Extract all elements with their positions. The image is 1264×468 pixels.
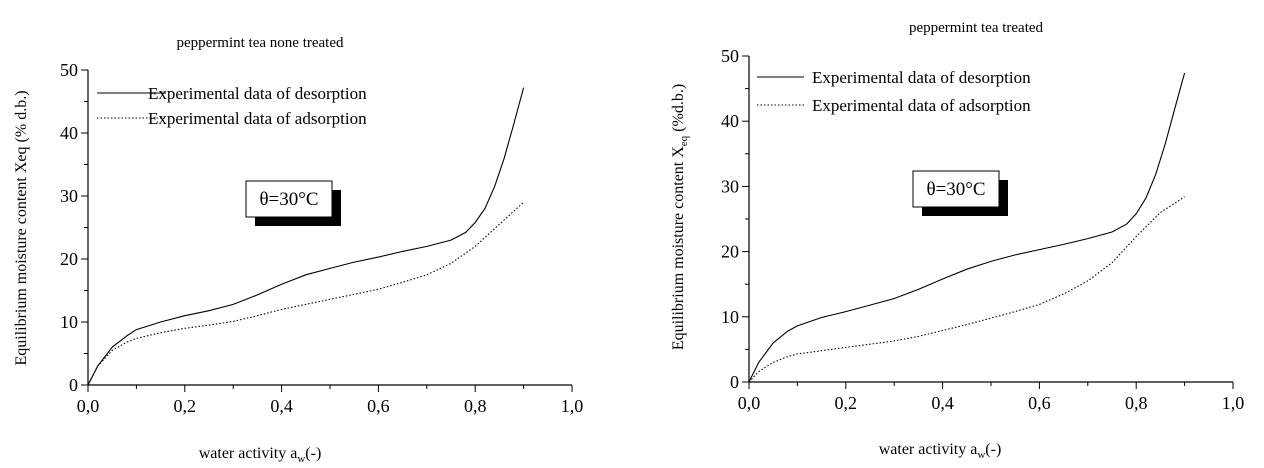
x-axis-label: water activity aw(-)	[199, 445, 322, 465]
chart-title: peppermint tea none treated	[176, 35, 344, 51]
y-tick-label: 50	[721, 46, 739, 66]
x-tick-label: 1,0	[561, 396, 584, 416]
series-line-adsorption	[748, 196, 1185, 383]
y-tick-label: 40	[60, 123, 78, 143]
annotation-box	[245, 180, 333, 218]
y-tick-label: 0	[730, 372, 739, 392]
x-tick-label: 0,8	[1125, 393, 1148, 413]
x-tick-label: 0,0	[738, 393, 761, 413]
chart-panel: peppermint tea treated 0,0 0,2 0,4 0,6 0,8 1,0…	[670, 20, 1244, 461]
legend-label: Experimental data of desorption	[148, 84, 367, 103]
legend-label: Experimental data of desorption	[812, 68, 1031, 87]
y-tick-label: 10	[721, 307, 739, 327]
chart-title: peppermint tea treated	[909, 20, 1044, 36]
x-tick-label: 0,4	[931, 393, 954, 413]
y-axis-label: Equilibrium moisture content Xeq (%d.b.)	[670, 84, 690, 350]
x-tick-label: 0,2	[835, 393, 858, 413]
x-tick-label: 0,6	[367, 396, 390, 416]
x-axis-label: water activity aw(-)	[879, 441, 1002, 461]
chart-panel: peppermint tea none treated 0,0 0,2 0,4 0,6 0…	[13, 35, 583, 465]
annotation-label: θ=30°C	[259, 189, 318, 210]
y-tick-label: 30	[721, 176, 739, 196]
x-tick-label: 0,0	[77, 396, 100, 416]
y-axis-label: Equilibrium moisture content Xeq (% d.b.…	[13, 90, 30, 365]
y-tick-label: 40	[721, 111, 739, 131]
legend-label: Experimental data of adsorption	[148, 109, 367, 128]
y-tick-label: 0	[69, 375, 78, 395]
x-tick-label: 1,0	[1222, 393, 1245, 413]
series-line-desorption	[748, 72, 1186, 383]
x-tick-label: 0,6	[1028, 393, 1051, 413]
annotation-box	[912, 170, 1000, 208]
y-tick-label: 20	[721, 242, 739, 262]
y-tick-label: 20	[60, 249, 78, 269]
x-tick-label: 0,8	[464, 396, 487, 416]
legend-label: Experimental data of adsorption	[812, 96, 1031, 115]
x-tick-label: 0,4	[270, 396, 293, 416]
x-tick-label: 0,2	[174, 396, 197, 416]
series-line-desorption	[87, 87, 525, 386]
series-line-adsorption	[87, 201, 524, 386]
y-tick-label: 50	[60, 60, 78, 80]
annotation-label: θ=30°C	[926, 179, 985, 200]
y-tick-label: 10	[60, 312, 78, 332]
y-tick-label: 30	[60, 186, 78, 206]
